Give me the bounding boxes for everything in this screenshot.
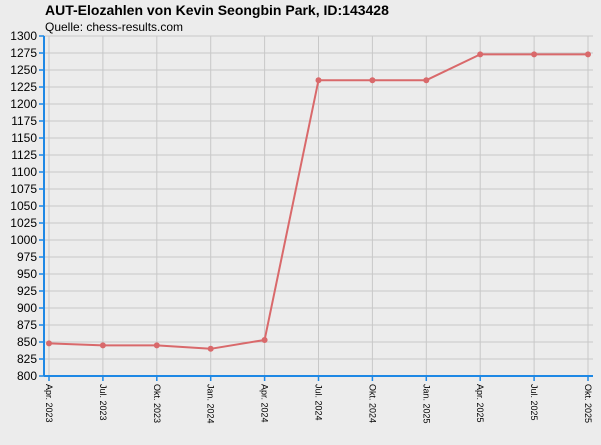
x-tick-labels: Apr. 2023 Jul. 2023 Okt. 2023 Jan. 2024 Apr.… <box>44 384 593 424</box>
x-tick-label: Jul. 2023 <box>98 384 108 421</box>
x-tick-label: Jan. 2024 <box>206 384 216 424</box>
y-tick-labels: 800 825 850 875 900 925 950 975 1000 1025 1050 1075… <box>10 29 37 383</box>
y-tick-label: 1250 <box>10 63 37 77</box>
data-point <box>585 51 591 58</box>
y-tick-label: 825 <box>17 352 37 366</box>
chart-source: Quelle: chess-results.com <box>45 20 184 34</box>
x-tick-label: Okt. 2025 <box>583 384 593 423</box>
y-tick-label: 1050 <box>10 199 37 213</box>
x-tick-label: Apr. 2023 <box>44 384 54 423</box>
x-tick-label: Jan. 2025 <box>421 384 431 424</box>
x-tick-label: Jul. 2024 <box>314 384 324 421</box>
y-tick-label: 1125 <box>11 148 37 162</box>
y-tick-label: 1300 <box>10 29 37 43</box>
data-point <box>99 342 106 349</box>
y-tick-label: 925 <box>17 284 37 298</box>
y-tick-label: 850 <box>17 335 37 349</box>
data-point <box>369 77 376 84</box>
data-point <box>531 51 538 58</box>
y-tick-label: 1175 <box>11 114 37 128</box>
data-point <box>153 342 160 349</box>
y-tick-label: 1275 <box>10 46 37 60</box>
y-tick-label: 1225 <box>10 80 37 94</box>
y-tick-label: 975 <box>17 250 37 264</box>
axis-layer <box>39 35 593 381</box>
chart-title: AUT-Elozahlen von Kevin Seongbin Park, I… <box>45 2 389 18</box>
y-tick-label: 900 <box>17 301 37 315</box>
data-point <box>207 345 214 352</box>
y-tick-label: 875 <box>17 318 37 332</box>
y-tick-label: 1075 <box>10 182 37 196</box>
data-point <box>261 336 268 343</box>
x-tick-label: Okt. 2024 <box>367 384 377 423</box>
grid-layer <box>44 35 593 377</box>
data-point <box>315 77 322 84</box>
data-point <box>423 77 430 84</box>
y-tick-label: 1200 <box>10 97 37 111</box>
x-tick-label: Jul. 2025 <box>529 384 539 421</box>
series-layer <box>46 51 591 352</box>
y-tick-label: 1000 <box>10 233 37 247</box>
y-tick-label: 1150 <box>11 131 37 145</box>
y-tick-label: 800 <box>17 369 37 383</box>
data-point <box>46 340 52 347</box>
y-tick-label: 1025 <box>10 216 37 230</box>
x-tick-label: Apr. 2025 <box>475 384 485 423</box>
data-point <box>477 51 484 58</box>
y-tick-label: 950 <box>17 267 37 281</box>
y-tick-label: 1100 <box>11 165 37 179</box>
x-tick-label: Apr. 2024 <box>260 384 270 423</box>
x-tick-label: Okt. 2023 <box>152 384 162 423</box>
